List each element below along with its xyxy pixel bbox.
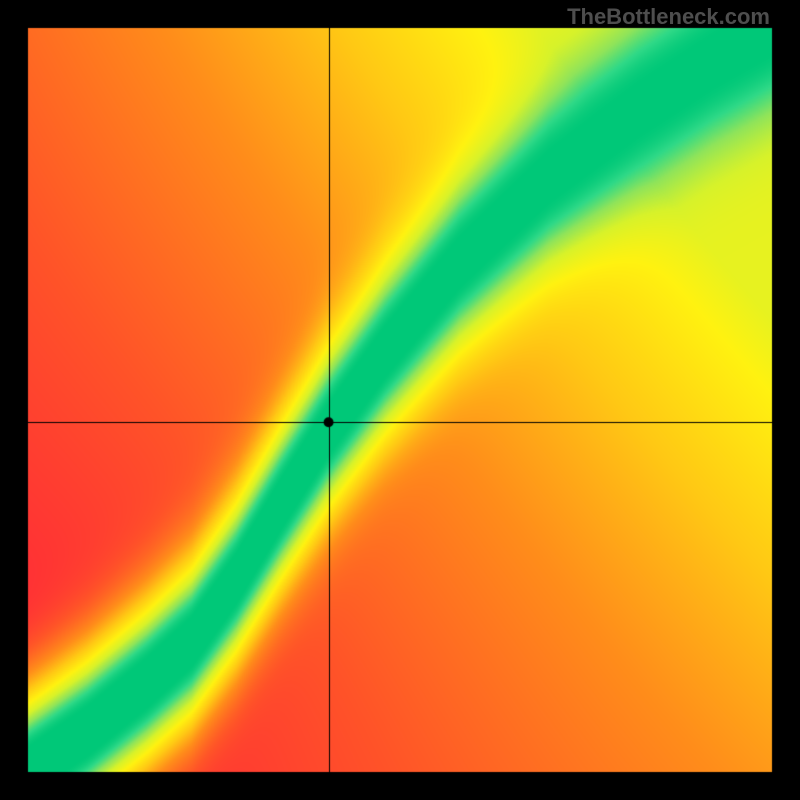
bottleneck-heatmap <box>0 0 800 800</box>
chart-container: TheBottleneck.com <box>0 0 800 800</box>
watermark-text: TheBottleneck.com <box>567 4 770 30</box>
